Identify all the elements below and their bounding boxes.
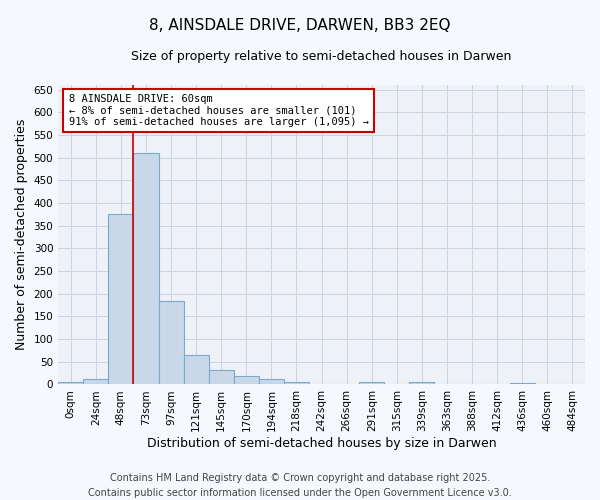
Bar bbox=[234, 376, 259, 384]
Bar bbox=[109, 214, 133, 384]
Text: 8 AINSDALE DRIVE: 60sqm
← 8% of semi-detached houses are smaller (101)
91% of se: 8 AINSDALE DRIVE: 60sqm ← 8% of semi-det… bbox=[69, 94, 369, 127]
Bar bbox=[184, 355, 209, 384]
Bar bbox=[409, 382, 434, 384]
Bar bbox=[284, 382, 309, 384]
Bar bbox=[209, 370, 234, 384]
Text: 8, AINSDALE DRIVE, DARWEN, BB3 2EQ: 8, AINSDALE DRIVE, DARWEN, BB3 2EQ bbox=[149, 18, 451, 32]
Bar bbox=[359, 382, 385, 384]
Bar bbox=[158, 300, 184, 384]
X-axis label: Distribution of semi-detached houses by size in Darwen: Distribution of semi-detached houses by … bbox=[147, 437, 496, 450]
Bar bbox=[510, 383, 535, 384]
Bar bbox=[133, 153, 158, 384]
Bar bbox=[83, 378, 109, 384]
Bar bbox=[58, 382, 83, 384]
Text: Contains HM Land Registry data © Crown copyright and database right 2025.
Contai: Contains HM Land Registry data © Crown c… bbox=[88, 472, 512, 498]
Title: Size of property relative to semi-detached houses in Darwen: Size of property relative to semi-detach… bbox=[131, 50, 512, 63]
Y-axis label: Number of semi-detached properties: Number of semi-detached properties bbox=[15, 119, 28, 350]
Bar bbox=[259, 379, 284, 384]
